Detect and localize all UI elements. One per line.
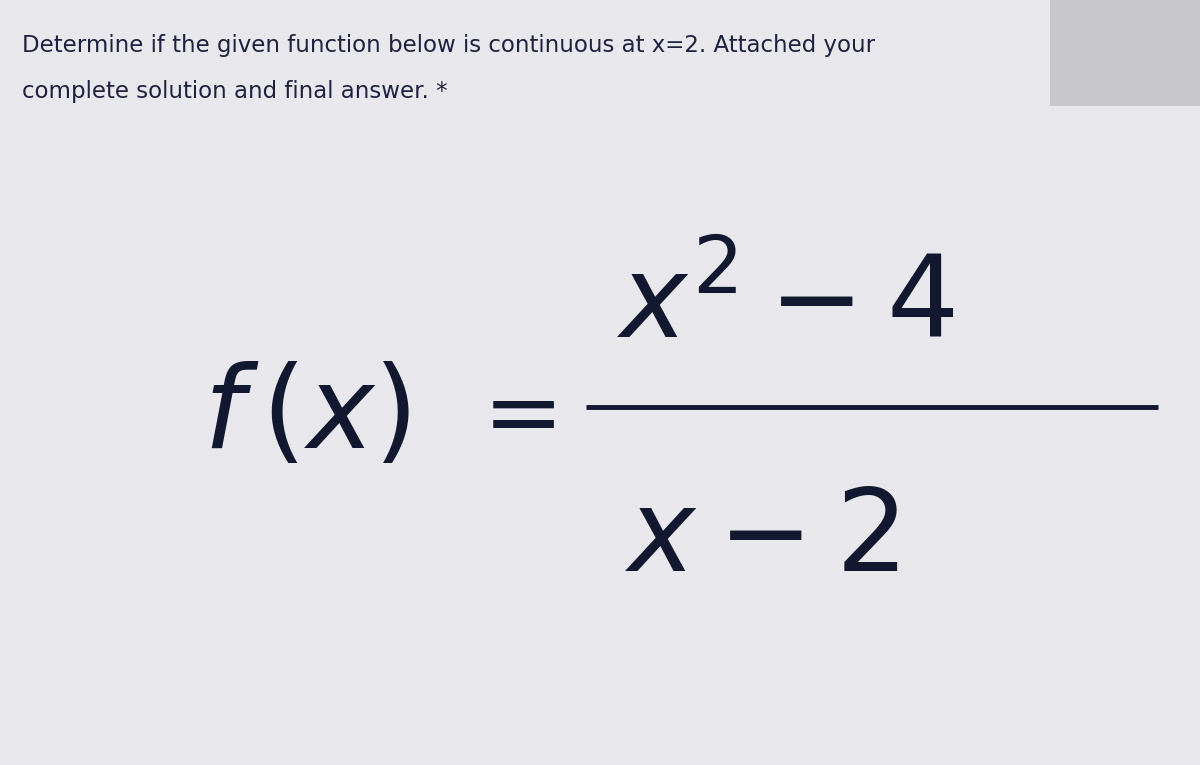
Text: $\it{f}\,\mathit{(x)}$: $\it{f}\,\mathit{(x)}$	[203, 361, 409, 473]
Text: $\mathit{x}^2 - 4$: $\mathit{x}^2 - 4$	[618, 250, 954, 362]
Text: $\mathit{x} - 2$: $\mathit{x} - 2$	[625, 483, 899, 595]
Text: Determine if the given function below is continuous at x=2. Attached your: Determine if the given function below is…	[22, 34, 875, 57]
Text: $=$: $=$	[464, 370, 556, 464]
FancyBboxPatch shape	[1050, 0, 1200, 106]
Text: complete solution and final answer. *: complete solution and final answer. *	[22, 80, 448, 103]
